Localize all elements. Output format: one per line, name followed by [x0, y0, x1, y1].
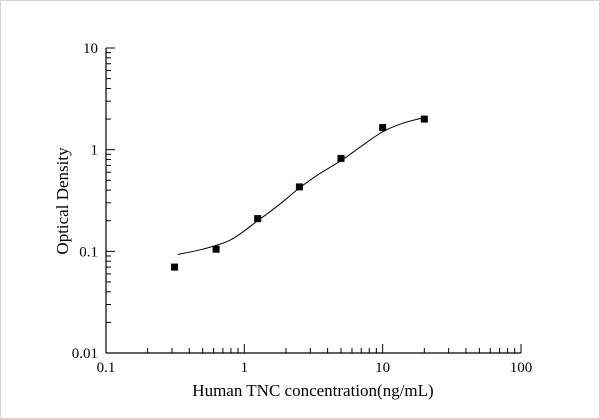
y-tick-label: 1 — [91, 143, 99, 159]
x-tick-label: 1 — [241, 360, 249, 376]
y-axis-title: Optical Density — [53, 147, 72, 255]
data-point-marker — [212, 245, 220, 253]
data-point-marker — [295, 183, 303, 191]
data-point-marker — [420, 115, 428, 123]
x-tick-label: 100 — [510, 360, 533, 376]
y-tick-label: 10 — [83, 41, 98, 57]
data-point-marker — [379, 124, 387, 132]
y-tick-label: 0.01 — [72, 346, 98, 362]
y-tick-label: 0.1 — [79, 244, 98, 260]
data-point-marker — [337, 154, 345, 162]
data-point-marker — [171, 263, 179, 271]
x-axis-title: Human TNC concentration(ng/mL) — [192, 381, 434, 400]
data-point-marker — [254, 215, 262, 223]
x-tick-label: 0.1 — [97, 360, 116, 376]
x-tick-label: 10 — [375, 360, 390, 376]
